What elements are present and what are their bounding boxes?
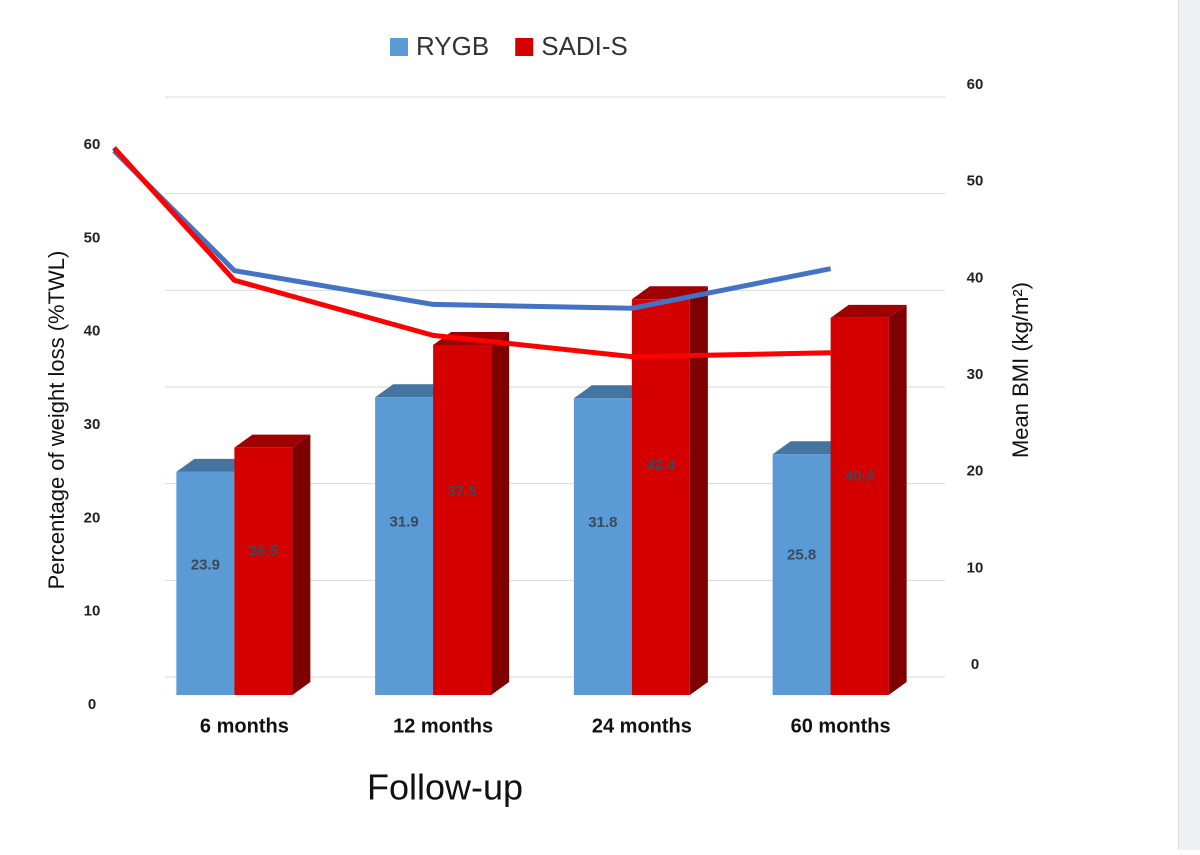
chart: Follow-up Percentage of weight loss (%TW…	[44, 31, 1033, 808]
bar-top	[234, 434, 311, 448]
x-tick-label: 24 months	[592, 715, 692, 737]
bar	[631, 299, 690, 695]
y-tick-label: 10	[84, 603, 101, 620]
y-tick-label: 0	[88, 696, 96, 713]
y2-tick-label: 40	[967, 269, 984, 286]
y-tick-label: 60	[84, 136, 101, 153]
bar-top	[375, 384, 452, 398]
y-tick-label: 50	[84, 229, 101, 246]
y-tick-label: 20	[84, 509, 101, 526]
y2-tick-label: 10	[967, 559, 984, 576]
x-tick-label: 60 months	[791, 715, 891, 737]
y2-tick-label: 50	[967, 173, 984, 190]
bar-top	[176, 458, 253, 472]
data-label: 31.9	[390, 513, 419, 530]
bar-top	[573, 385, 650, 399]
legend-swatch	[390, 38, 408, 56]
data-label: 40.4	[845, 467, 875, 484]
legend-label: RYGB	[416, 31, 489, 61]
x-axis-title: Follow-up	[367, 767, 523, 808]
y-tick-label: 30	[84, 416, 101, 433]
bar	[234, 447, 293, 695]
bar-side	[292, 434, 311, 695]
data-label: 31.8	[588, 514, 617, 531]
data-label: 25.8	[787, 546, 816, 563]
legend-label: SADI-S	[541, 31, 628, 61]
y2-tick-label: 60	[967, 76, 984, 93]
y-tick-label: 40	[84, 323, 101, 340]
bar-side	[491, 332, 510, 695]
line	[112, 146, 831, 360]
bar	[433, 345, 492, 695]
y2-tick-label: 30	[967, 366, 984, 383]
x-tick-label: 6 months	[200, 715, 289, 737]
data-label: 26.5	[249, 543, 278, 560]
y2-axis-title: Mean BMI (kg/m²)	[1008, 282, 1033, 458]
bar-side	[888, 304, 907, 695]
y-axis-title: Percentage of weight loss (%TWL)	[44, 251, 69, 590]
y2-tick-label: 0	[971, 656, 979, 673]
side-strip	[1178, 0, 1200, 850]
data-label: 37.5	[448, 483, 477, 500]
line	[112, 148, 832, 311]
bar	[176, 471, 235, 695]
bar	[772, 454, 831, 695]
bar	[573, 398, 632, 695]
bar-top	[772, 441, 849, 455]
data-label: 42.4	[646, 456, 676, 473]
data-label: 23.9	[191, 557, 220, 574]
legend-swatch	[515, 38, 534, 56]
x-tick-label: 12 months	[393, 715, 493, 737]
bar	[375, 397, 434, 695]
y2-tick-label: 20	[967, 463, 984, 480]
bar	[830, 317, 889, 695]
bar-top	[830, 304, 907, 318]
bar-side	[689, 286, 708, 695]
